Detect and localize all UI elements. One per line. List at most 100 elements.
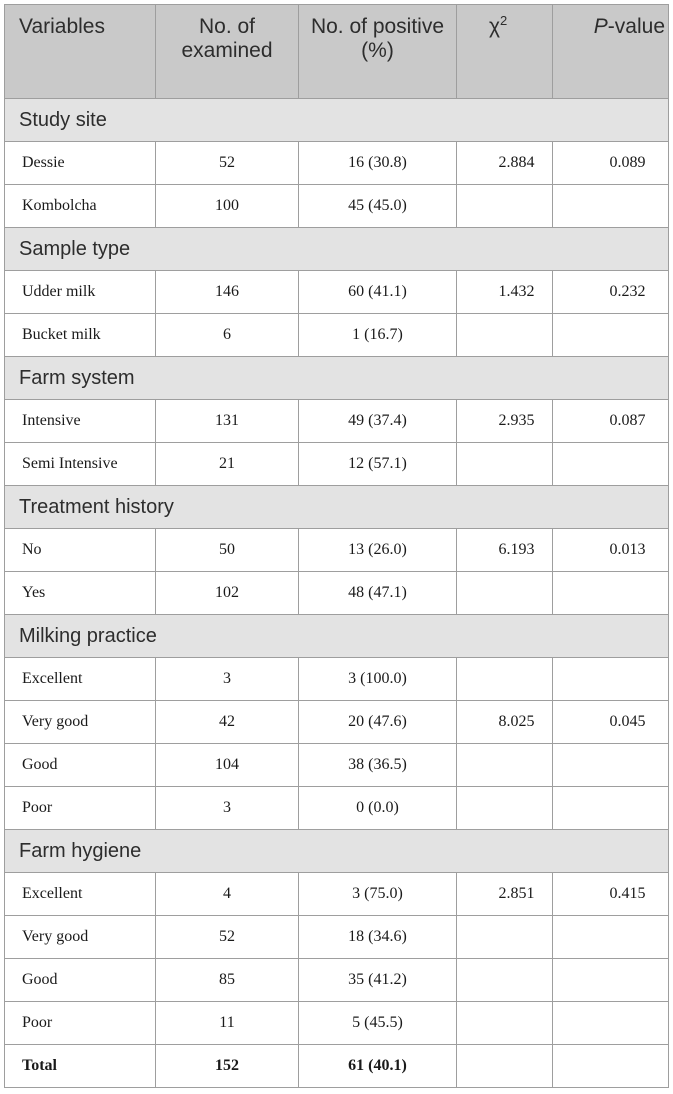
- cell-examined: 52: [155, 915, 299, 959]
- table-row: No 50 13 (26.0) 6.193 0.013: [4, 528, 669, 572]
- cell-p: [552, 743, 669, 787]
- cell-examined: 6: [155, 313, 299, 357]
- table-row: Good 104 38 (36.5): [4, 743, 669, 787]
- cell-p: [552, 313, 669, 357]
- cell-examined: 4: [155, 872, 299, 916]
- cell-variable: Very good: [4, 700, 156, 744]
- cell-p: [552, 958, 669, 1002]
- cell-examined: 50: [155, 528, 299, 572]
- table-body: Study site Dessie 52 16 (30.8) 2.884 0.089 Kom…: [4, 98, 669, 1088]
- cell-examined: 102: [155, 571, 299, 615]
- section-title: Milking practice: [4, 614, 669, 658]
- cell-p: [552, 1001, 669, 1045]
- cell-examined: 3: [155, 786, 299, 830]
- cell-p: [552, 657, 669, 701]
- header-chi-square: χ2: [456, 4, 553, 99]
- cell-chi: 2.935: [456, 399, 553, 443]
- cell-chi: [456, 915, 553, 959]
- section-row: Farm hygiene: [4, 829, 669, 873]
- cell-examined: 52: [155, 141, 299, 185]
- cell-positive: 13 (26.0): [298, 528, 457, 572]
- cell-chi: 6.193: [456, 528, 553, 572]
- section-title: Sample type: [4, 227, 669, 271]
- cell-positive: 49 (37.4): [298, 399, 457, 443]
- section-title: Study site: [4, 98, 669, 142]
- cell-variable: Poor: [4, 786, 156, 830]
- table-row: Udder milk 146 60 (41.1) 1.432 0.232: [4, 270, 669, 314]
- cell-examined: 85: [155, 958, 299, 1002]
- section-row: Study site: [4, 98, 669, 142]
- cell-positive: 45 (45.0): [298, 184, 457, 228]
- cell-chi: [456, 958, 553, 1002]
- cell-chi: [456, 442, 553, 486]
- cell-chi: [456, 743, 553, 787]
- cell-positive: 61 (40.1): [298, 1044, 457, 1088]
- cell-examined: 42: [155, 700, 299, 744]
- cell-variable: Excellent: [4, 872, 156, 916]
- table-row: Excellent 3 3 (100.0): [4, 657, 669, 701]
- header-row: Variables No. of examined No. of positiv…: [4, 4, 669, 99]
- cell-variable: Very good: [4, 915, 156, 959]
- chi-superscript: 2: [500, 13, 508, 28]
- results-table: Variables No. of examined No. of positiv…: [4, 4, 669, 1088]
- cell-chi: [456, 313, 553, 357]
- cell-chi: 8.025: [456, 700, 553, 744]
- cell-variable: Good: [4, 958, 156, 1002]
- cell-p: [552, 442, 669, 486]
- cell-p: [552, 571, 669, 615]
- cell-examined: 104: [155, 743, 299, 787]
- cell-positive: 60 (41.1): [298, 270, 457, 314]
- cell-chi: 2.851: [456, 872, 553, 916]
- cell-positive: 20 (47.6): [298, 700, 457, 744]
- table-row: Very good 52 18 (34.6): [4, 915, 669, 959]
- cell-variable: Dessie: [4, 141, 156, 185]
- cell-positive: 3 (75.0): [298, 872, 457, 916]
- cell-positive: 1 (16.7): [298, 313, 457, 357]
- cell-variable: Intensive: [4, 399, 156, 443]
- header-positive: No. of positive (%): [298, 4, 457, 99]
- cell-examined: 11: [155, 1001, 299, 1045]
- cell-chi: [456, 657, 553, 701]
- total-row: Total 152 61 (40.1): [4, 1044, 669, 1088]
- cell-positive: 0 (0.0): [298, 786, 457, 830]
- table-row: Bucket milk 6 1 (16.7): [4, 313, 669, 357]
- cell-variable: Bucket milk: [4, 313, 156, 357]
- cell-variable: Semi Intensive: [4, 442, 156, 486]
- header-p-value: P-value: [552, 4, 669, 99]
- p-italic: P: [593, 15, 608, 38]
- section-title: Farm system: [4, 356, 669, 400]
- cell-variable: Good: [4, 743, 156, 787]
- table-row: Semi Intensive 21 12 (57.1): [4, 442, 669, 486]
- cell-positive: 3 (100.0): [298, 657, 457, 701]
- cell-positive: 5 (45.5): [298, 1001, 457, 1045]
- table-row: Dessie 52 16 (30.8) 2.884 0.089: [4, 141, 669, 185]
- cell-examined: 3: [155, 657, 299, 701]
- table-row: Excellent 4 3 (75.0) 2.851 0.415: [4, 872, 669, 916]
- cell-examined: 131: [155, 399, 299, 443]
- cell-chi: 2.884: [456, 141, 553, 185]
- cell-p: 0.013: [552, 528, 669, 572]
- table-row: Very good 42 20 (47.6) 8.025 0.045: [4, 700, 669, 744]
- section-row: Farm system: [4, 356, 669, 400]
- section-row: Sample type: [4, 227, 669, 271]
- cell-p: [552, 184, 669, 228]
- cell-p: 0.045: [552, 700, 669, 744]
- section-row: Milking practice: [4, 614, 669, 658]
- table-row: Good 85 35 (41.2): [4, 958, 669, 1002]
- cell-variable: Excellent: [4, 657, 156, 701]
- cell-variable: Yes: [4, 571, 156, 615]
- cell-chi: 1.432: [456, 270, 553, 314]
- cell-examined: 100: [155, 184, 299, 228]
- section-title: Treatment history: [4, 485, 669, 529]
- cell-positive: 12 (57.1): [298, 442, 457, 486]
- header-variables: Variables: [4, 4, 156, 99]
- table-row: Yes 102 48 (47.1): [4, 571, 669, 615]
- table-row: Poor 11 5 (45.5): [4, 1001, 669, 1045]
- cell-positive: 48 (47.1): [298, 571, 457, 615]
- cell-variable: Total: [4, 1044, 156, 1088]
- cell-positive: 35 (41.2): [298, 958, 457, 1002]
- cell-p: [552, 1044, 669, 1088]
- cell-variable: Udder milk: [4, 270, 156, 314]
- cell-p: [552, 915, 669, 959]
- cell-chi: [456, 184, 553, 228]
